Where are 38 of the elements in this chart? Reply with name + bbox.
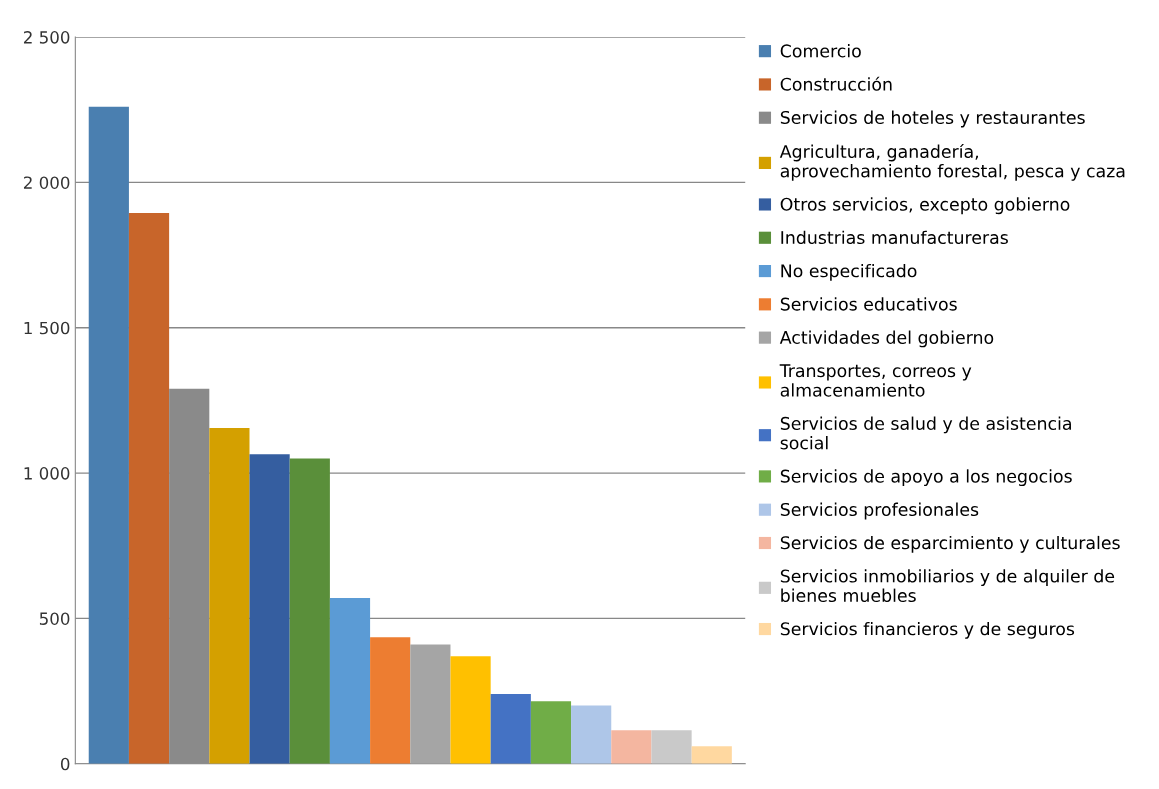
bar — [209, 428, 250, 764]
legend-label: No especificado — [781, 263, 917, 281]
bar — [490, 693, 531, 764]
y-tick-label: 1 000 — [24, 467, 70, 480]
legend-label: Servicios de hoteles y restaurantes — [780, 110, 1085, 128]
legend-label: Servicios de esparcimiento y culturales — [780, 535, 1120, 553]
bar — [611, 730, 652, 764]
bar — [410, 644, 451, 764]
y-tick-label: 2 000 — [23, 176, 70, 189]
legend-label: Servicios de salud y de asistencia social — [780, 416, 1071, 450]
legend-label: Transportes, correos y almacenamiento — [779, 364, 972, 397]
legend-label: Servicios de apoyo a los negocios — [780, 469, 1072, 487]
legend-label: Industrias manufactureras — [781, 230, 1008, 245]
legend-label: Servicios profesionales — [780, 502, 979, 520]
legend-label: Servicios financieros y de seguros — [780, 621, 1075, 639]
bar — [329, 598, 371, 764]
bar — [289, 458, 330, 764]
legend-label: Servicios inmobiliarios y de alquiler de bienes muebles — [780, 569, 1115, 603]
legend-label: Otros servicios, excepto gobierno — [780, 197, 1070, 215]
y-tick-label: 500 — [39, 612, 70, 625]
bar — [169, 388, 210, 764]
legend-label: Construcción — [780, 76, 892, 91]
bar — [370, 637, 411, 764]
legend-label: Actividades del gobierno — [779, 330, 994, 348]
bar — [571, 705, 612, 764]
y-tick-label: 1 500 — [24, 321, 70, 335]
y-tick-label: 0 — [60, 757, 70, 771]
legend-label: Servicios educativos — [780, 297, 957, 311]
bar — [128, 212, 170, 764]
bar — [249, 454, 290, 764]
legend-label: Agricultura, ganadería, aprovechamiento forestal, pesca y caza — [779, 143, 1125, 181]
bar — [530, 701, 572, 764]
bar — [651, 730, 692, 764]
bar — [88, 106, 129, 764]
bar — [691, 746, 732, 764]
legend-label: Comercio — [780, 44, 861, 58]
y-tick-label: 2 500 — [23, 31, 70, 44]
bar — [450, 656, 491, 764]
